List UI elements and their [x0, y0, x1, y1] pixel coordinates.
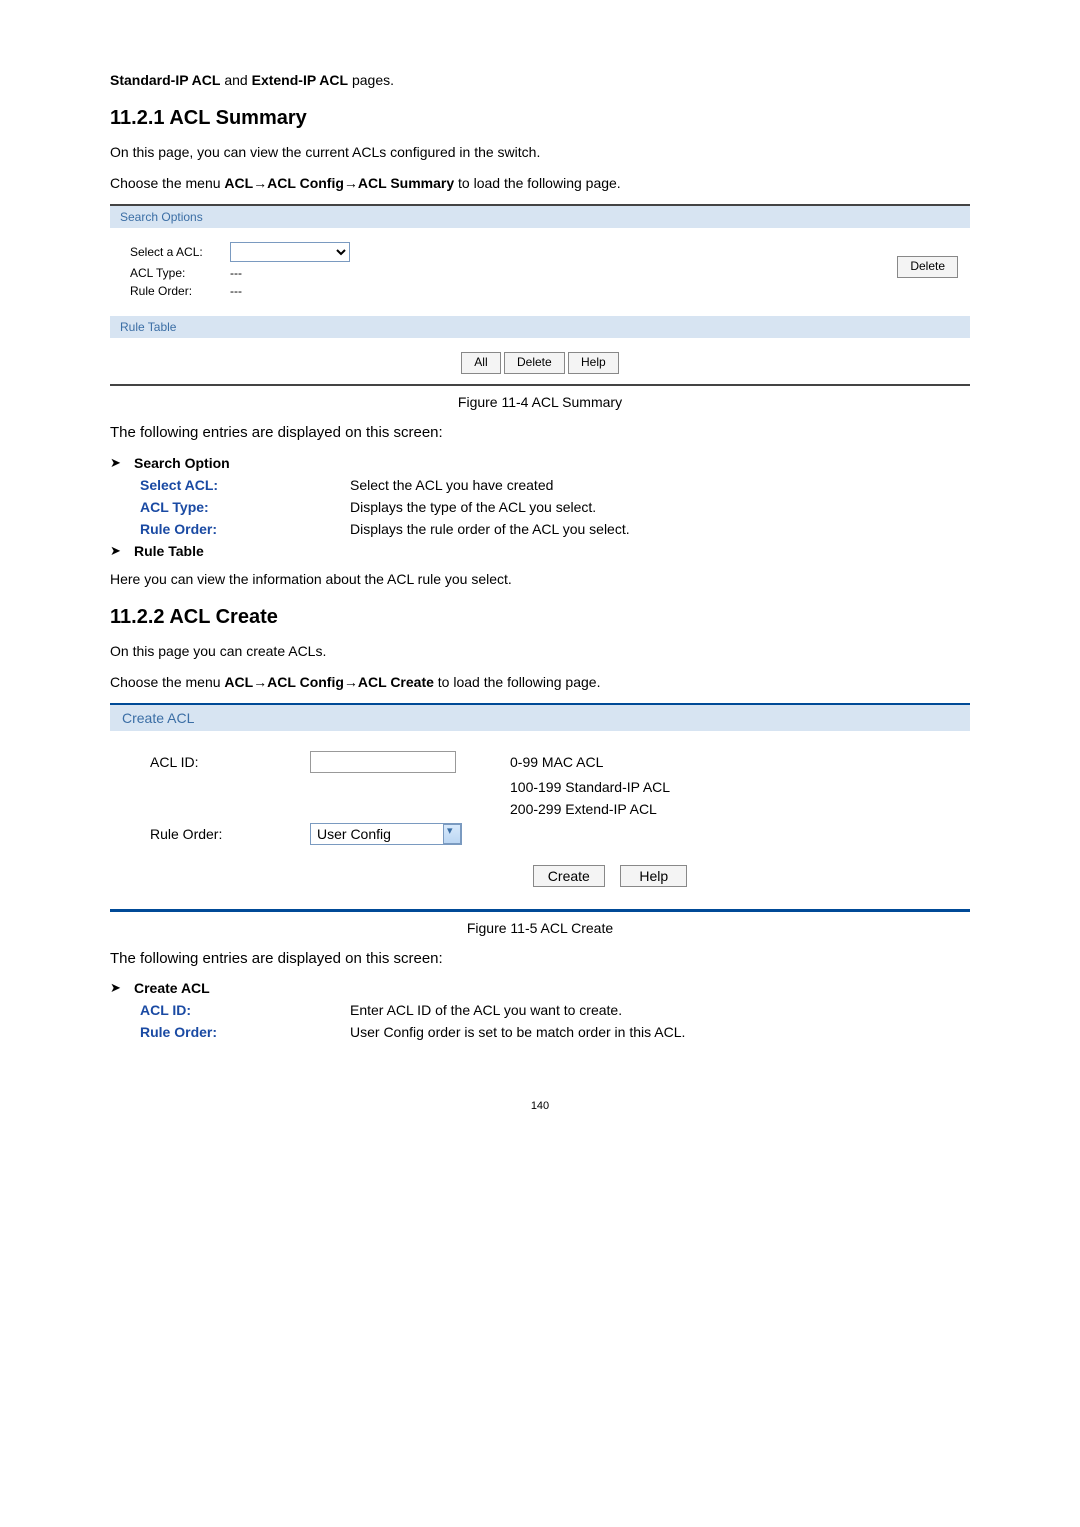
page-number: 140	[110, 1100, 970, 1112]
chevron-right-icon: ➤	[110, 543, 134, 559]
create-acl-bullet: ➤ Create ACL	[110, 980, 970, 996]
p-acl-create-nav: Choose the menu ACL→ACL Config→ACL Creat…	[110, 672, 970, 693]
acl-id-input[interactable]	[310, 751, 456, 773]
search-option-heading: Search Option	[134, 455, 230, 471]
help-button[interactable]: Help	[568, 352, 619, 374]
create-button[interactable]: Create	[533, 865, 605, 887]
chevron-right-icon: ➤	[110, 980, 134, 996]
acl-id-hint-2: 100-199 Standard-IP ACL	[510, 779, 950, 795]
acl-id-hint-3: 200-299 Extend-IP ACL	[510, 801, 950, 817]
entry-key: Rule Order:	[140, 521, 350, 537]
figure-11-5-caption: Figure 11-5 ACL Create	[110, 920, 970, 936]
figure-11-4-caption: Figure 11-4 ACL Summary	[110, 394, 970, 410]
chevron-right-icon: ➤	[110, 455, 134, 471]
delete-button[interactable]: Delete	[897, 256, 958, 278]
entry-value: Select the ACL you have created	[350, 477, 970, 493]
entry-value: Enter ACL ID of the ACL you want to crea…	[350, 1002, 970, 1018]
p-following-entries-1: The following entries are displayed on t…	[110, 422, 970, 445]
help-button-2[interactable]: Help	[620, 865, 687, 887]
heading-acl-create: 11.2.2 ACL Create	[110, 606, 970, 629]
entry-rule-order: Rule Order: Displays the rule order of t…	[140, 521, 970, 537]
entry-value: Displays the type of the ACL you select.	[350, 499, 970, 515]
acl-summary-panel: Search Options Select a ACL: ACL Type: -…	[110, 204, 970, 386]
rule-order-label: Rule Order:	[130, 284, 230, 298]
rule-order-value: ---	[230, 284, 350, 298]
p-acl-create-desc: On this page you can create ACLs.	[110, 641, 970, 662]
entry-key: ACL ID:	[140, 1002, 350, 1018]
entry-value: User Config order is set to be match ord…	[350, 1024, 970, 1040]
acl-create-panel: Create ACL ACL ID: 0-99 MAC ACL 100-199 …	[110, 703, 970, 912]
all-button[interactable]: All	[461, 352, 500, 374]
entry-value: Displays the rule order of the ACL you s…	[350, 521, 970, 537]
search-option-bullet: ➤ Search Option	[110, 455, 970, 471]
intro-line: Standard-IP ACL and Extend-IP ACL pages.	[110, 70, 970, 91]
entry-acl-type: ACL Type: Displays the type of the ACL y…	[140, 499, 970, 515]
acl-type-value: ---	[230, 266, 350, 280]
select-acl-label: Select a ACL:	[130, 245, 230, 259]
entry-acl-id: ACL ID: Enter ACL ID of the ACL you want…	[140, 1002, 970, 1018]
search-options-header: Search Options	[110, 206, 970, 228]
entry-key: Select ACL:	[140, 477, 350, 493]
rule-table-bullet: ➤ Rule Table	[110, 543, 970, 559]
select-acl-dropdown[interactable]	[230, 242, 350, 262]
acl-id-label: ACL ID:	[150, 754, 310, 770]
entry-key: Rule Order:	[140, 1024, 350, 1040]
chevron-down-icon	[443, 824, 461, 844]
entry-key: ACL Type:	[140, 499, 350, 515]
rule-order-select[interactable]: User Config	[310, 823, 462, 845]
intro-bold-1: Standard-IP ACL	[110, 72, 220, 88]
create-acl-heading: Create ACL	[134, 980, 210, 996]
create-acl-header: Create ACL	[110, 705, 970, 731]
entry-select-acl: Select ACL: Select the ACL you have crea…	[140, 477, 970, 493]
entry-rule-order-2: Rule Order: User Config order is set to …	[140, 1024, 970, 1040]
p-acl-summary-nav: Choose the menu ACL→ACL Config→ACL Summa…	[110, 173, 970, 194]
rule-order-label-2: Rule Order:	[150, 826, 310, 842]
heading-acl-summary: 11.2.1 ACL Summary	[110, 107, 970, 130]
intro-bold-2: Extend-IP ACL	[252, 72, 348, 88]
rule-table-header: Rule Table	[110, 316, 970, 338]
rule-table-buttons: All Delete Help	[110, 338, 970, 384]
p-rule-table-desc: Here you can view the information about …	[110, 569, 970, 590]
acl-id-hint-1: 0-99 MAC ACL	[510, 754, 950, 770]
acl-type-label: ACL Type:	[130, 266, 230, 280]
p-following-entries-2: The following entries are displayed on t…	[110, 948, 970, 971]
p-acl-summary-desc: On this page, you can view the current A…	[110, 142, 970, 163]
rule-table-heading: Rule Table	[134, 543, 204, 559]
delete-button-2[interactable]: Delete	[504, 352, 565, 374]
